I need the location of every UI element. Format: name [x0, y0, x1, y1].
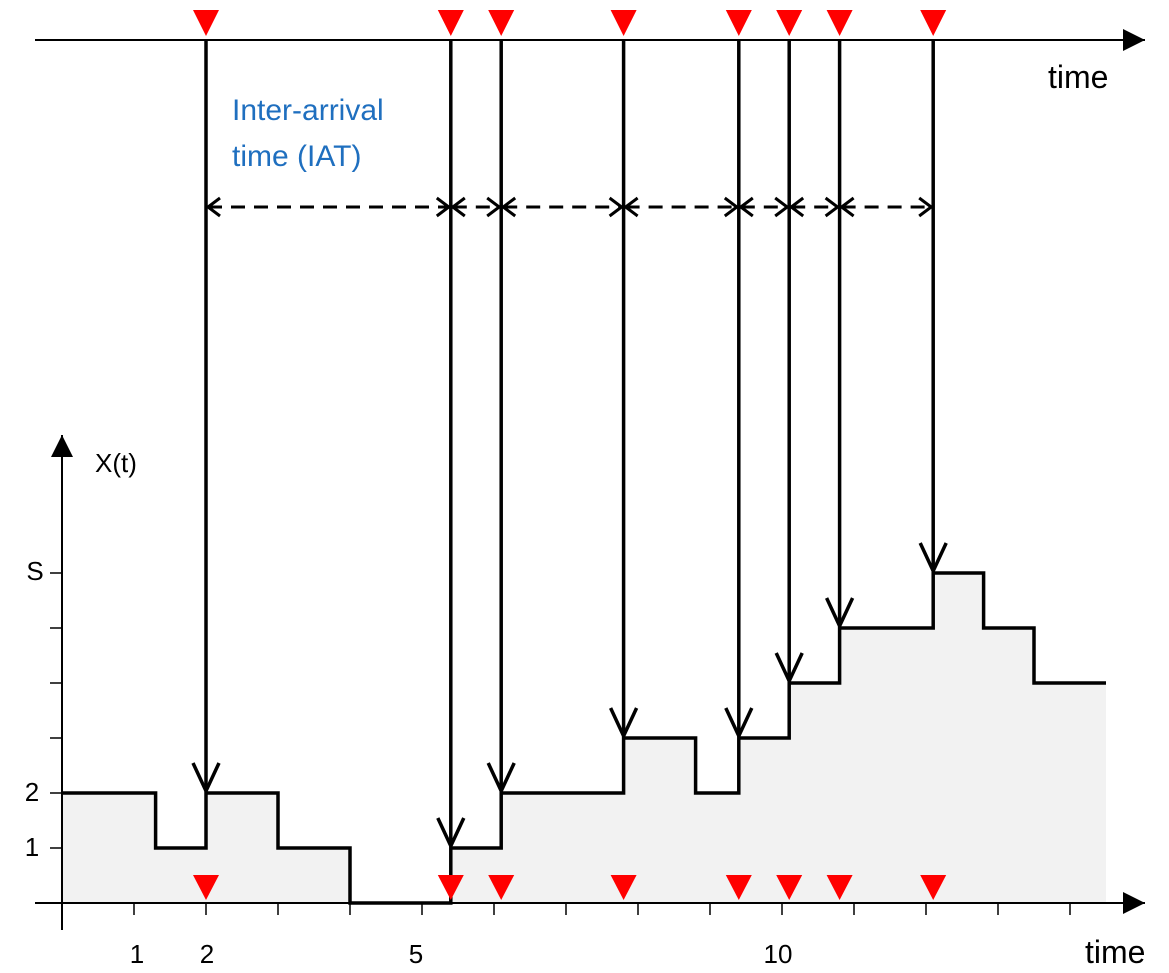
arrival-arrow-head-1 — [191, 762, 221, 796]
x-axis-ticks — [133, 903, 1071, 915]
queue-area — [62, 573, 1106, 903]
arrival-arrow-head-2 — [436, 817, 466, 851]
top-arrival-marker-4 — [610, 10, 637, 36]
bottom-arrival-marker-2 — [437, 875, 464, 900]
iat-arrowhead-left-3 — [500, 196, 517, 218]
arrival-arrows — [191, 40, 948, 851]
queue-length-step-line — [62, 571, 1106, 905]
iat-arrowhead-right-5 — [774, 196, 790, 218]
bottom-arrival-marker-7 — [826, 875, 853, 900]
y-tick-label-s: S — [26, 556, 43, 586]
top-arrival-marker-2 — [437, 10, 464, 36]
y-tick-label-2: 2 — [25, 777, 39, 807]
iat-arrowhead-left-6 — [788, 196, 805, 218]
arrival-arrow-head-4 — [609, 707, 639, 741]
top-arrival-marker-8 — [920, 10, 947, 36]
top-arrival-marker-6 — [776, 10, 803, 36]
iat-arrowhead-right-1 — [435, 196, 452, 218]
bottom-arrival-markers — [193, 875, 947, 900]
iat-arrowhead-left-4 — [623, 196, 639, 218]
iat-arrowhead-right-7 — [918, 196, 934, 218]
arrival-arrow-head-8 — [918, 542, 948, 576]
y-tick-label-1: 1 — [25, 832, 39, 862]
bottom-time-axis-label: time — [1085, 934, 1145, 970]
iat-arrowhead-right-3 — [608, 196, 625, 218]
iat-arrowhead-left-7 — [839, 196, 855, 218]
bottom-arrival-marker-8 — [920, 875, 947, 900]
x-tick-label-10: 10 — [764, 939, 793, 969]
iat-arrowhead-left-2 — [450, 196, 466, 218]
bottom-arrival-marker-1 — [193, 875, 219, 900]
bottom-arrival-marker-3 — [488, 875, 515, 900]
iat-label-line2: time (IAT) — [232, 140, 361, 173]
arrival-arrow-head-5 — [724, 707, 754, 741]
top-time-axis-label: time — [1048, 59, 1108, 95]
arrival-arrow-head-7 — [825, 597, 855, 631]
iat-arrowhead-right-4 — [723, 196, 740, 218]
inter-arrival-time-arrows — [205, 196, 934, 218]
top-arrival-marker-5 — [725, 10, 752, 36]
arrival-arrow-head-3 — [486, 762, 516, 796]
iat-arrowhead-left-1 — [205, 196, 221, 218]
bottom-arrival-marker-5 — [725, 875, 752, 900]
x-tick-label-1: 1 — [130, 939, 144, 969]
iat-arrowhead-left-5 — [738, 196, 754, 218]
top-arrival-marker-7 — [826, 10, 853, 36]
y-axis-label: X(t) — [95, 448, 137, 478]
top-arrival-markers — [193, 10, 947, 36]
x-tick-label-2: 2 — [200, 939, 214, 969]
x-tick-label-5: 5 — [409, 939, 423, 969]
iat-arrowhead-right-6 — [824, 196, 841, 218]
y-axis-ticks — [50, 572, 62, 849]
iat-arrowhead-right-2 — [486, 196, 502, 218]
iat-label-line1: Inter-arrival — [232, 94, 384, 127]
arrival-arrow-head-6 — [774, 652, 804, 686]
bottom-arrival-marker-4 — [610, 875, 637, 900]
top-arrival-marker-1 — [193, 10, 219, 36]
top-arrival-marker-3 — [488, 10, 515, 36]
bottom-arrival-marker-6 — [776, 875, 803, 900]
